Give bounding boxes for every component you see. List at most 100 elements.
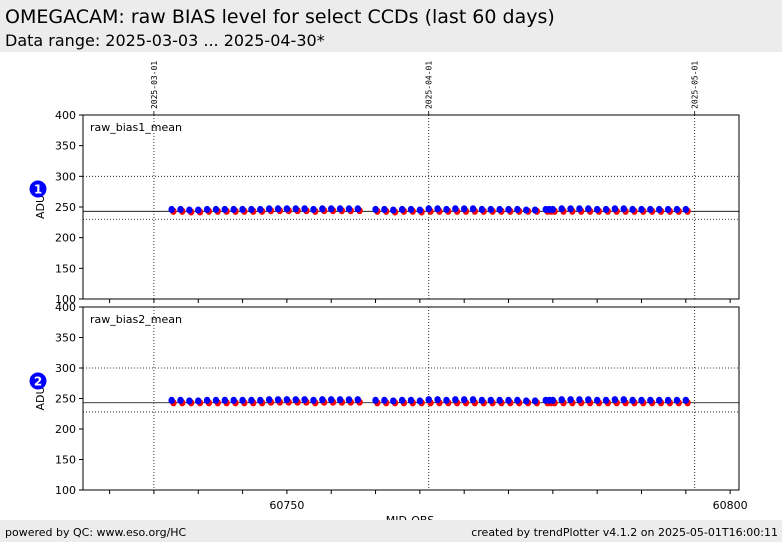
- y-tick-label: 300: [55, 362, 76, 375]
- data-point: [664, 205, 672, 214]
- data-point: [212, 205, 220, 214]
- data-point: [407, 396, 415, 404]
- data-point: [328, 205, 335, 213]
- data-point: [328, 396, 335, 404]
- data-point: [611, 396, 619, 404]
- data-point: [177, 396, 184, 404]
- data-point: [336, 396, 344, 404]
- data-point: [673, 396, 681, 404]
- y-tick-label: 100: [55, 484, 76, 497]
- data-point: [319, 396, 326, 404]
- y-tick-label: 400: [55, 301, 76, 314]
- data-point: [452, 396, 459, 404]
- data-point: [195, 206, 202, 214]
- data-point: [682, 396, 690, 404]
- data-point: [195, 397, 202, 405]
- data-point: [265, 205, 273, 213]
- data-point: [354, 205, 362, 213]
- data-point: [265, 396, 273, 404]
- data-point: [230, 205, 237, 214]
- data-point: [460, 205, 468, 213]
- data-point: [221, 396, 229, 404]
- date-marker-label: 2025-04-01: [425, 61, 434, 109]
- data-point: [505, 396, 512, 404]
- data-point: [585, 205, 592, 213]
- data-point: [372, 205, 379, 214]
- page-subtitle: Data range: 2025-03-03 ... 2025-04-30*: [5, 31, 325, 50]
- y-tick-label: 350: [55, 332, 76, 345]
- data-point: [345, 396, 353, 404]
- data-point: [407, 205, 415, 214]
- data-point: [656, 205, 663, 214]
- y-tick-label: 150: [55, 454, 76, 467]
- data-point: [203, 396, 211, 404]
- data-point: [531, 397, 539, 405]
- data-point: [239, 205, 246, 214]
- y-tick-label: 250: [55, 201, 76, 214]
- data-point: [301, 205, 308, 213]
- data-point: [647, 396, 654, 404]
- data-point: [602, 205, 610, 214]
- data-point: [576, 205, 583, 213]
- data-point: [620, 205, 627, 213]
- data-point: [469, 205, 477, 213]
- date-marker-label: 2025-05-01: [691, 61, 700, 109]
- data-point: [452, 205, 459, 213]
- data-point: [673, 205, 681, 214]
- data-point: [425, 205, 432, 213]
- footer-generator: created by trendPlotter v4.1.2 on 2025-0…: [471, 526, 778, 539]
- y-tick-label: 250: [55, 393, 76, 406]
- panel-number-badge: [29, 180, 47, 198]
- x-tick-label: 60750: [269, 499, 304, 512]
- data-point: [469, 396, 477, 404]
- data-point: [301, 396, 308, 404]
- data-point: [310, 205, 317, 214]
- data-point: [168, 396, 175, 404]
- data-point: [248, 396, 255, 404]
- data-point: [345, 205, 353, 213]
- data-point: [531, 206, 539, 214]
- data-point: [292, 396, 299, 404]
- header-bar: OMEGACAM: raw BIAS level for select CCDs…: [0, 0, 782, 52]
- y-tick-label: 200: [55, 423, 76, 436]
- y-tick-label: 350: [55, 140, 76, 153]
- y-tick-label: 100: [55, 293, 76, 306]
- data-point: [523, 397, 530, 405]
- data-point: [372, 396, 379, 404]
- data-point: [434, 396, 441, 404]
- data-point: [638, 396, 645, 404]
- data-point: [381, 205, 388, 214]
- data-point: [558, 205, 565, 213]
- y-tick-label: 400: [55, 109, 76, 122]
- data-point: [230, 396, 237, 404]
- y-tick-label: 200: [55, 232, 76, 245]
- data-point: [514, 205, 521, 214]
- x-tick-label: 60800: [713, 499, 748, 512]
- data-point: [310, 396, 317, 404]
- data-point: [611, 205, 619, 213]
- data-point: [487, 396, 494, 404]
- data-point: [257, 205, 264, 214]
- data-point: [443, 205, 450, 214]
- data-point: [664, 396, 672, 404]
- data-point: [390, 206, 397, 214]
- data-point: [620, 396, 627, 404]
- data-point: [221, 205, 229, 214]
- data-point: [496, 205, 503, 214]
- data-point: [656, 396, 663, 404]
- data-point: [682, 205, 690, 214]
- data-point: [416, 206, 424, 214]
- footer-bar: powered by QC: www.eso.org/HC created by…: [0, 520, 782, 542]
- series-label: raw_bias1_mean: [90, 121, 182, 134]
- data-point: [203, 205, 211, 214]
- data-point: [390, 397, 397, 405]
- data-point: [212, 396, 220, 404]
- page-title: OMEGACAM: raw BIAS level for select CCDs…: [5, 6, 555, 28]
- date-marker-label: 2025-03-01: [150, 61, 159, 109]
- data-point: [434, 205, 441, 213]
- data-point: [186, 206, 193, 214]
- data-point: [168, 205, 175, 214]
- data-point: [283, 205, 291, 213]
